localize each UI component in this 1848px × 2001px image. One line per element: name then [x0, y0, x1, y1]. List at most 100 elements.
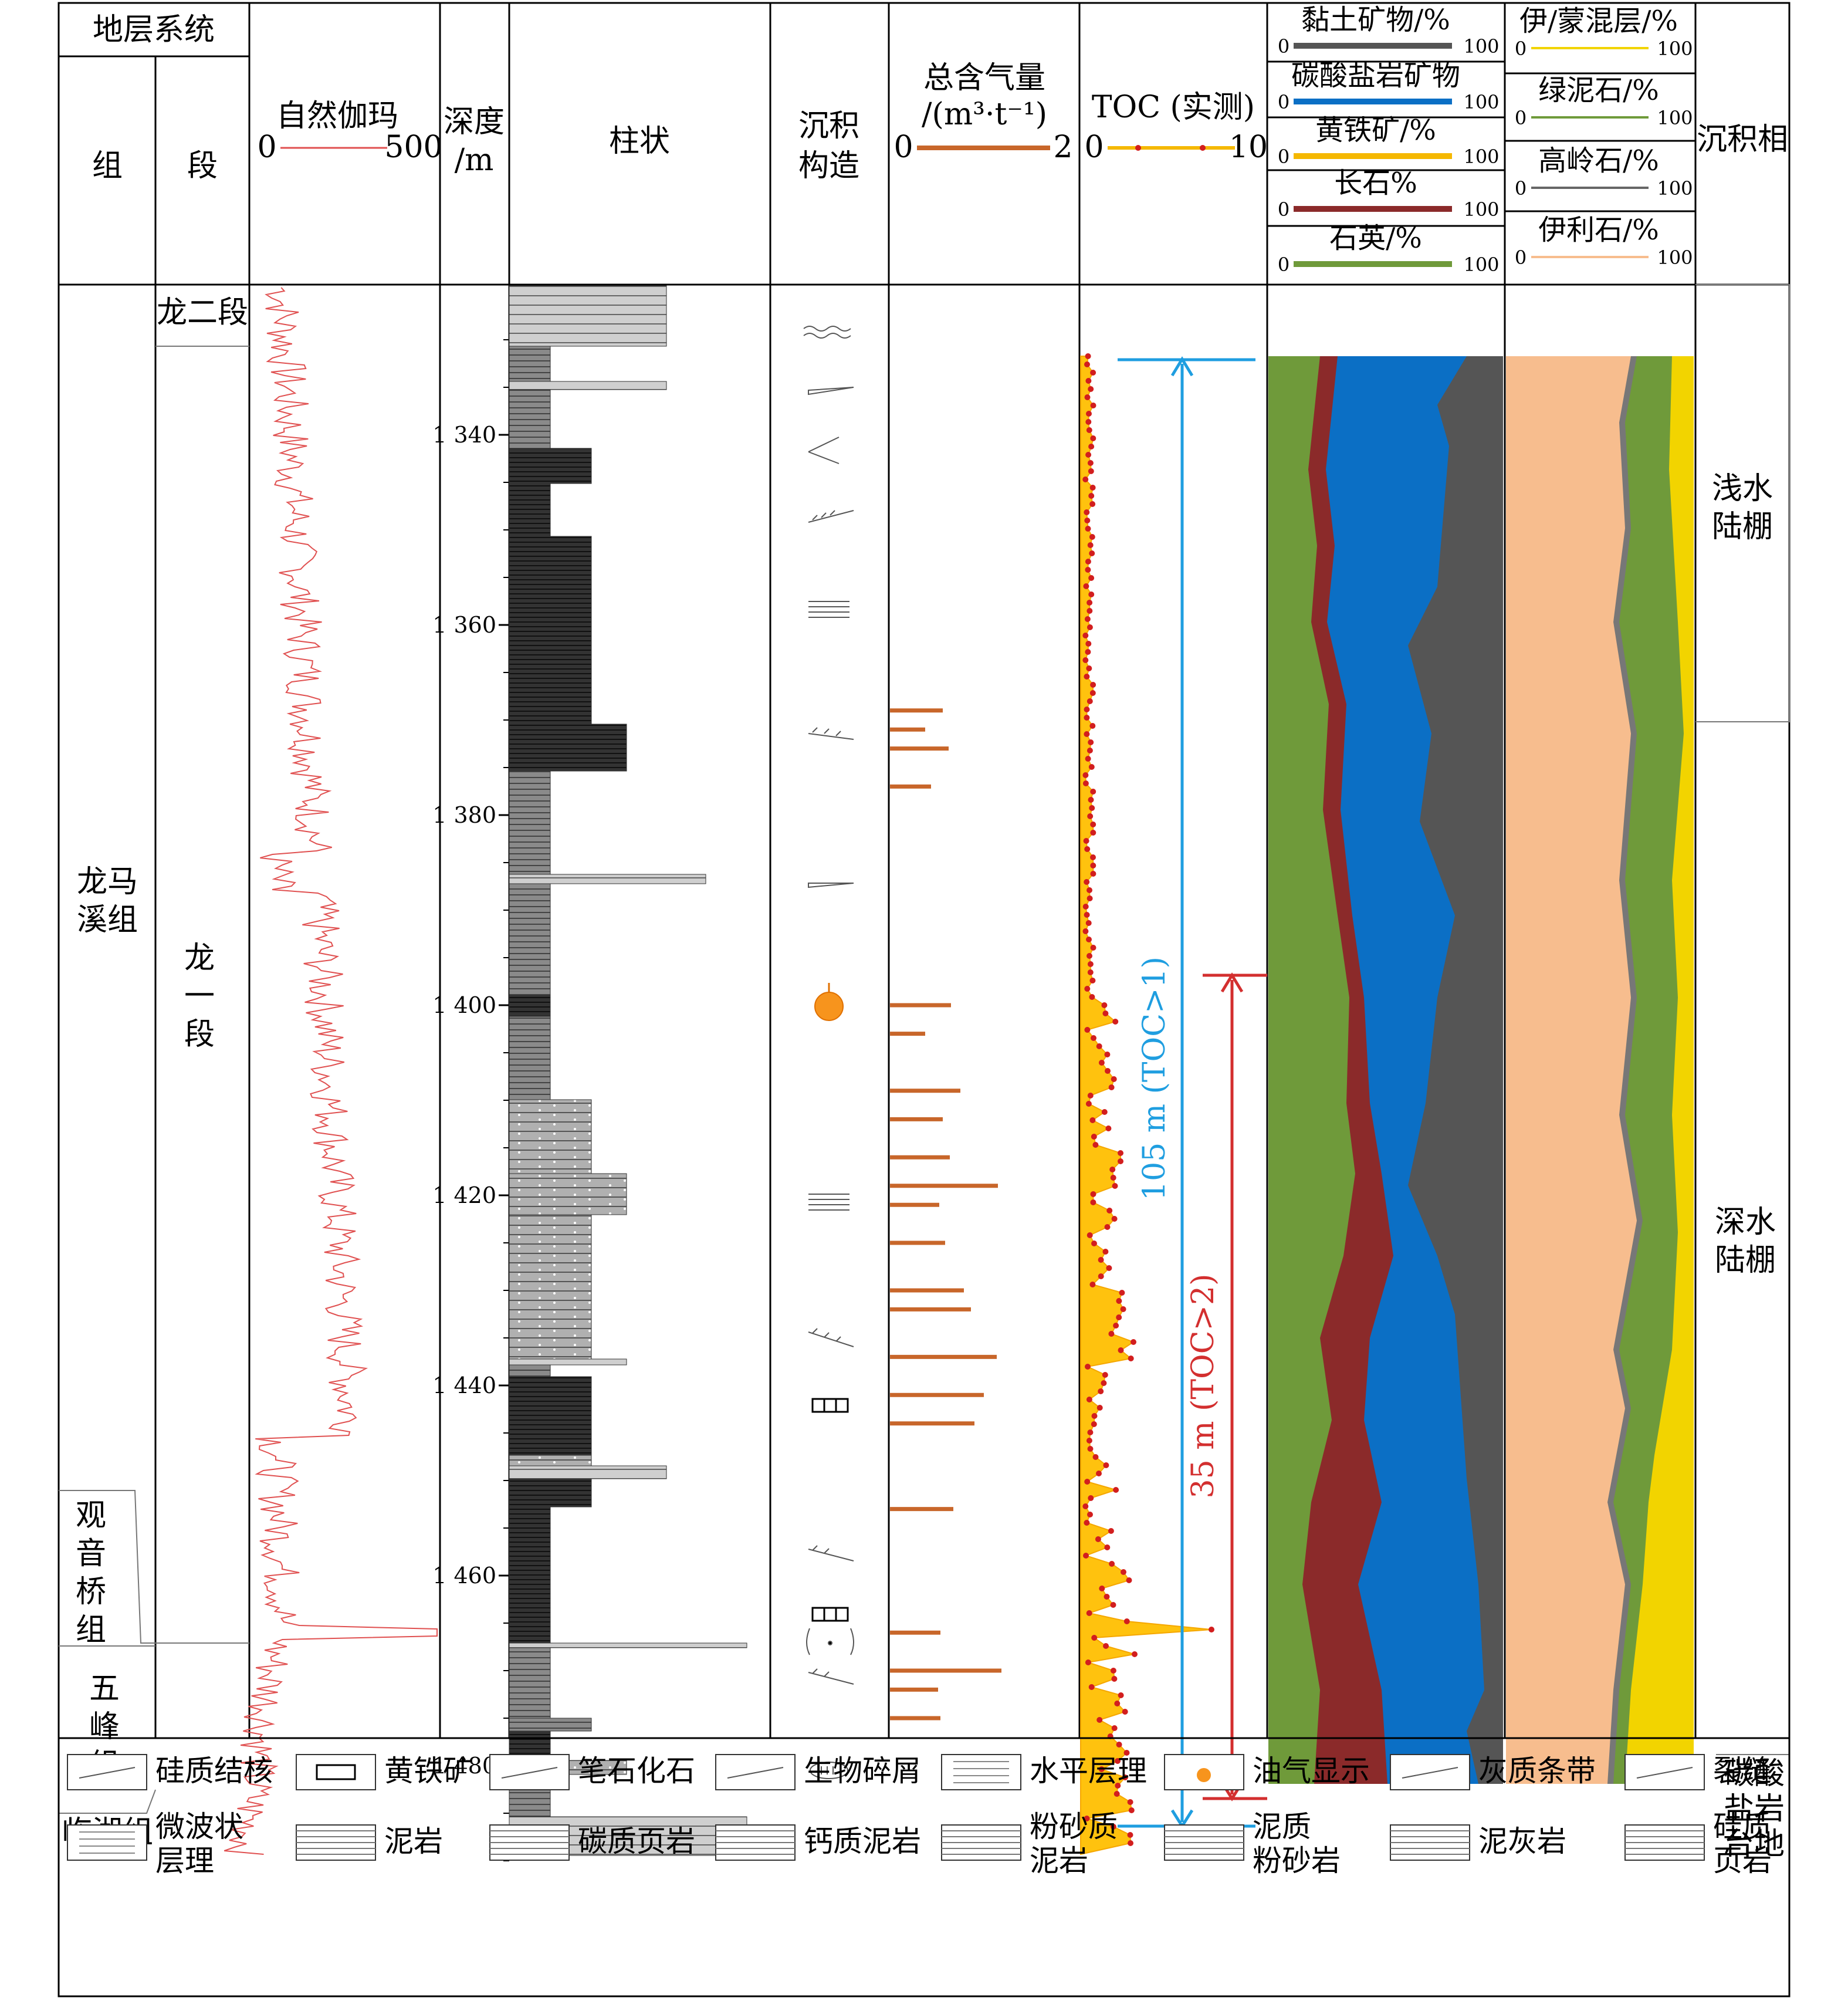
legend-label: 泥灰岩 [1478, 1824, 1566, 1858]
member-long2: 龙二段 [157, 295, 248, 330]
toc-sample-point [1084, 1816, 1090, 1821]
depth-tick-label: 1 400 [432, 992, 496, 1018]
toc-sample-point [1104, 1224, 1111, 1230]
toc-sample-point [1090, 1199, 1096, 1205]
header-sed-structure-1: 沉积 [798, 109, 859, 144]
depth-axis: 1 340 1 360 1 380 1 400 1 420 1 440 1 460 1 480 [432, 339, 509, 1861]
toc-sample-point [1088, 591, 1095, 597]
mineral-legend-max: 100 [1463, 253, 1499, 276]
pyrite-icon [296, 1754, 376, 1790]
legend-label: 粉砂质泥岩 [1030, 1810, 1118, 1878]
toc-sample-point [1104, 1594, 1110, 1600]
toc-sample-point [1090, 863, 1096, 868]
mineral-composition-chart [1268, 356, 1503, 1784]
toc-sample-point [1090, 871, 1096, 877]
toc-sample-point [1091, 1635, 1098, 1641]
toc-sample-point [1116, 1314, 1122, 1320]
siliceous-nodule-icon [67, 1754, 147, 1790]
limestone-band-icon [1390, 1754, 1470, 1790]
toc-sample-point [1103, 1462, 1109, 1468]
legend-label: 油气显示 [1253, 1754, 1370, 1788]
toc-sample-point [1085, 353, 1091, 359]
toc-sample-point [1088, 797, 1094, 803]
toc-sample-point [1085, 649, 1091, 655]
toc-sample-point [1091, 1413, 1098, 1419]
toc-sample-point [1084, 731, 1090, 737]
clay-legend-label: 伊利石/% [1538, 214, 1659, 246]
legend-label: 泥岩 [384, 1824, 443, 1858]
depth-tick-label: 1 440 [432, 1373, 496, 1398]
header-facies: 沉积相 [1697, 122, 1788, 157]
sed-structure-symbols [803, 326, 854, 1779]
toc-sample-point [1083, 838, 1089, 844]
toc-sample-point [1084, 879, 1090, 885]
toc-sample-point [1087, 895, 1093, 901]
toc-sample-point [1087, 887, 1092, 893]
formation-guanyinqiao-2: 音 [76, 1536, 106, 1571]
clay-composition-chart [1506, 356, 1694, 1784]
legend-label: 硅质结核 [155, 1754, 273, 1788]
depth-tick-label: 1 360 [432, 612, 496, 638]
header-formation: 组 [92, 148, 123, 184]
toc-sample-point [1084, 509, 1090, 515]
header-gamma: 自然伽玛 [276, 99, 398, 134]
toc-sample-point [1118, 1158, 1123, 1164]
mineral-legend-label: 碳酸盐岩矿物 [1291, 59, 1460, 92]
mineral-legend-label: 黄铁矿/% [1315, 114, 1436, 147]
horizontal-bedding-icon [941, 1754, 1021, 1790]
facies-deep-1: 深水 [1715, 1205, 1776, 1240]
toc-sample-point [1089, 690, 1096, 696]
facies-deep-2: 陆棚 [1715, 1243, 1776, 1278]
toc-sample-point [1111, 1676, 1118, 1682]
toc-sample-point [1084, 616, 1091, 622]
clay-legend-label: 高岭石/% [1538, 144, 1659, 177]
mineral-legend-max: 100 [1463, 198, 1499, 221]
toc-scale-max: 10 [1229, 130, 1268, 165]
mineral-legend-min: 0 [1278, 35, 1289, 58]
toc-sample-point [1088, 493, 1095, 499]
toc-sample-point [1089, 994, 1095, 1000]
depth-tick-label: 1 340 [432, 422, 496, 448]
toc-sample-point [1086, 1438, 1092, 1444]
mineral-legend-min: 0 [1278, 253, 1289, 276]
legend-label: 水平层理 [1030, 1754, 1147, 1788]
calcareous-mudstone-icon [715, 1824, 796, 1861]
formation-guanyinqiao-1: 观 [76, 1498, 106, 1533]
toc-sample-point [1113, 1487, 1119, 1493]
mineral-legend-min: 0 [1278, 198, 1289, 221]
facies-carbonate-2: 盐岩 [1724, 1792, 1785, 1827]
micro-wavy-icon [67, 1824, 147, 1861]
toc-sample-point [1096, 1405, 1103, 1411]
toc-sample-point [1116, 1742, 1122, 1748]
toc-sample-point [1091, 1035, 1096, 1041]
toc-sample-point [1111, 1076, 1117, 1082]
toc-sample-point [1114, 1701, 1121, 1706]
clay-legend-max: 100 [1657, 177, 1693, 200]
toc-sample-point [1087, 1512, 1093, 1517]
toc-sample-point [1089, 485, 1096, 491]
toc-sample-point [1095, 1536, 1101, 1542]
siliceous-shale-icon [1624, 1824, 1705, 1861]
gamma-trace [224, 287, 438, 1855]
toc-sample-point [1087, 600, 1093, 606]
toc-sample-point [1084, 715, 1090, 721]
toc-sample-point [1087, 1232, 1093, 1238]
toc-sample-point [1085, 1101, 1092, 1107]
clay-legend-label: 绿泥石/% [1538, 74, 1659, 107]
toc-sample-point [1087, 748, 1093, 753]
clay-legend-max: 100 [1657, 246, 1693, 269]
header-gas-2: /(m³·t⁻¹) [922, 97, 1047, 132]
mudstone-icon [296, 1824, 376, 1861]
legend-label: 笔石化石 [578, 1754, 695, 1788]
toc-sample-point [1086, 411, 1092, 417]
toc-sample-point [1082, 633, 1089, 638]
toc-sample-point [1111, 1216, 1118, 1222]
mineral-legend-max: 100 [1463, 91, 1499, 113]
toc-sample-point [1092, 1142, 1099, 1148]
legend-frame [57, 1737, 1791, 1997]
toc-sample-point [1082, 1503, 1089, 1509]
toc-sample-point [1083, 1553, 1089, 1559]
toc-sample-point [1127, 1799, 1133, 1805]
facies-carbonate-3: 台地 [1724, 1827, 1785, 1862]
